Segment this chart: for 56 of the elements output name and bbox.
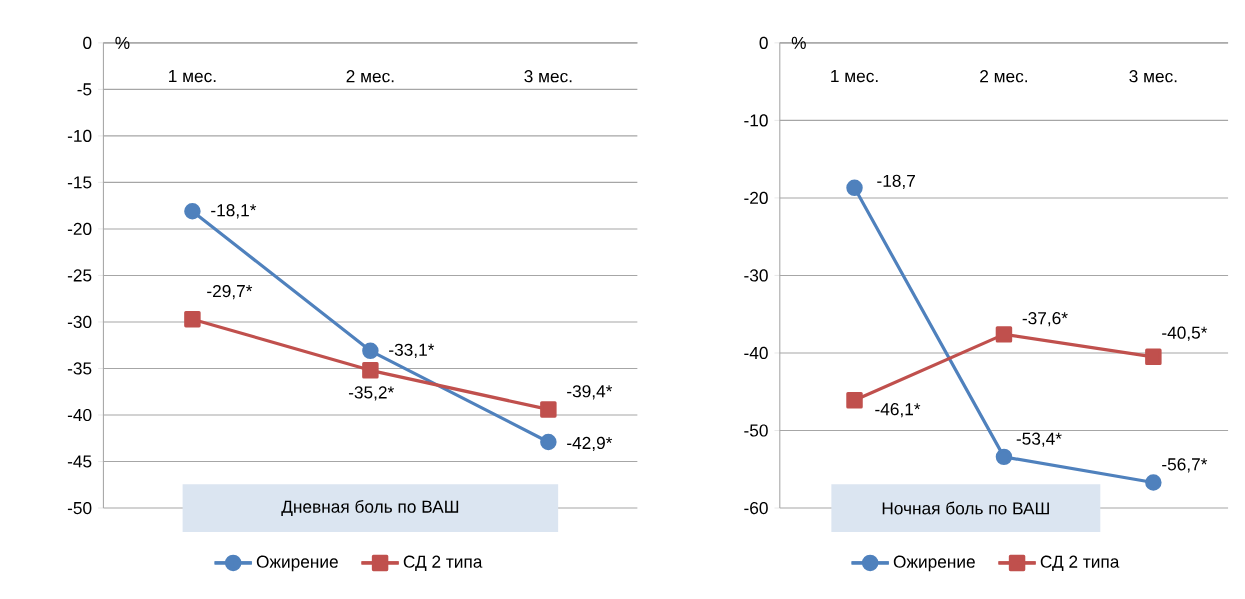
point xyxy=(362,342,379,360)
data-label: -40,5* xyxy=(1162,326,1208,342)
annotation: Дневная боль по ВАШ xyxy=(281,500,459,517)
point xyxy=(362,362,379,379)
y-tick-label: -40 xyxy=(744,347,768,360)
data-label: -46,1* xyxy=(875,403,921,418)
x-tick-label: 1 мес. xyxy=(169,70,216,83)
point xyxy=(184,203,201,220)
annotation: Ночная боль по ВАШ xyxy=(882,501,1049,515)
y-tick-label: -30 xyxy=(744,269,768,282)
y-tick-label: -10 xyxy=(744,114,768,127)
legend-label: СД 2 типа xyxy=(403,555,483,572)
data-label: -39,4* xyxy=(567,385,613,400)
x-tick-label: 3 мес. xyxy=(1129,70,1177,83)
y-tick-label: -35 xyxy=(67,362,92,375)
data-label: -53,4* xyxy=(1016,432,1062,448)
point xyxy=(184,311,201,328)
y-tick-label: -20 xyxy=(67,222,92,236)
data-label: -18,1* xyxy=(211,204,257,219)
data-label: -56,7* xyxy=(1162,458,1208,473)
data-label: -18,7 xyxy=(877,174,915,190)
y-tick-label: 0 xyxy=(83,36,92,50)
y-tick-label: -60 xyxy=(744,502,768,515)
data-label: -33,1* xyxy=(389,343,435,359)
data-label: -29,7* xyxy=(207,285,253,300)
x-tick-label: 1 мес. xyxy=(831,70,878,83)
y-tick-label: 0 xyxy=(759,36,768,50)
legend-label: Ожирение xyxy=(893,555,975,572)
y-tick-label: -10 xyxy=(67,129,92,143)
y-tick-label: -20 xyxy=(744,191,768,205)
y-tick-label: -30 xyxy=(67,316,92,329)
point xyxy=(995,326,1013,343)
data-label: -35,2* xyxy=(348,386,394,401)
y-tick-label: -50 xyxy=(67,502,92,515)
point xyxy=(846,179,863,197)
point xyxy=(846,392,863,409)
y-tick-label: -5 xyxy=(77,83,92,96)
x-tick-label: 2 мес. xyxy=(346,70,394,83)
x-tick-label: 2 мес. xyxy=(980,70,1028,83)
y-tick-label: -25 xyxy=(67,269,92,282)
legend-label: СД 2 типа xyxy=(1040,555,1120,572)
legend-label: Ожирение xyxy=(256,555,338,572)
y-tick-label: -40 xyxy=(67,409,92,422)
point xyxy=(540,433,557,451)
y-axis-title: % xyxy=(115,36,130,50)
data-label: -37,6* xyxy=(1022,312,1068,327)
point xyxy=(1145,348,1162,366)
y-tick-label: -15 xyxy=(67,176,92,189)
y-axis-title: % xyxy=(791,36,806,50)
y-tick-label: -45 xyxy=(67,455,92,468)
x-tick-label: 3 мес. xyxy=(524,70,572,83)
y-tick-label: -50 xyxy=(744,424,768,437)
data-label: -42,9* xyxy=(567,436,613,452)
point xyxy=(1145,474,1162,491)
point xyxy=(540,401,557,418)
point xyxy=(995,448,1013,466)
